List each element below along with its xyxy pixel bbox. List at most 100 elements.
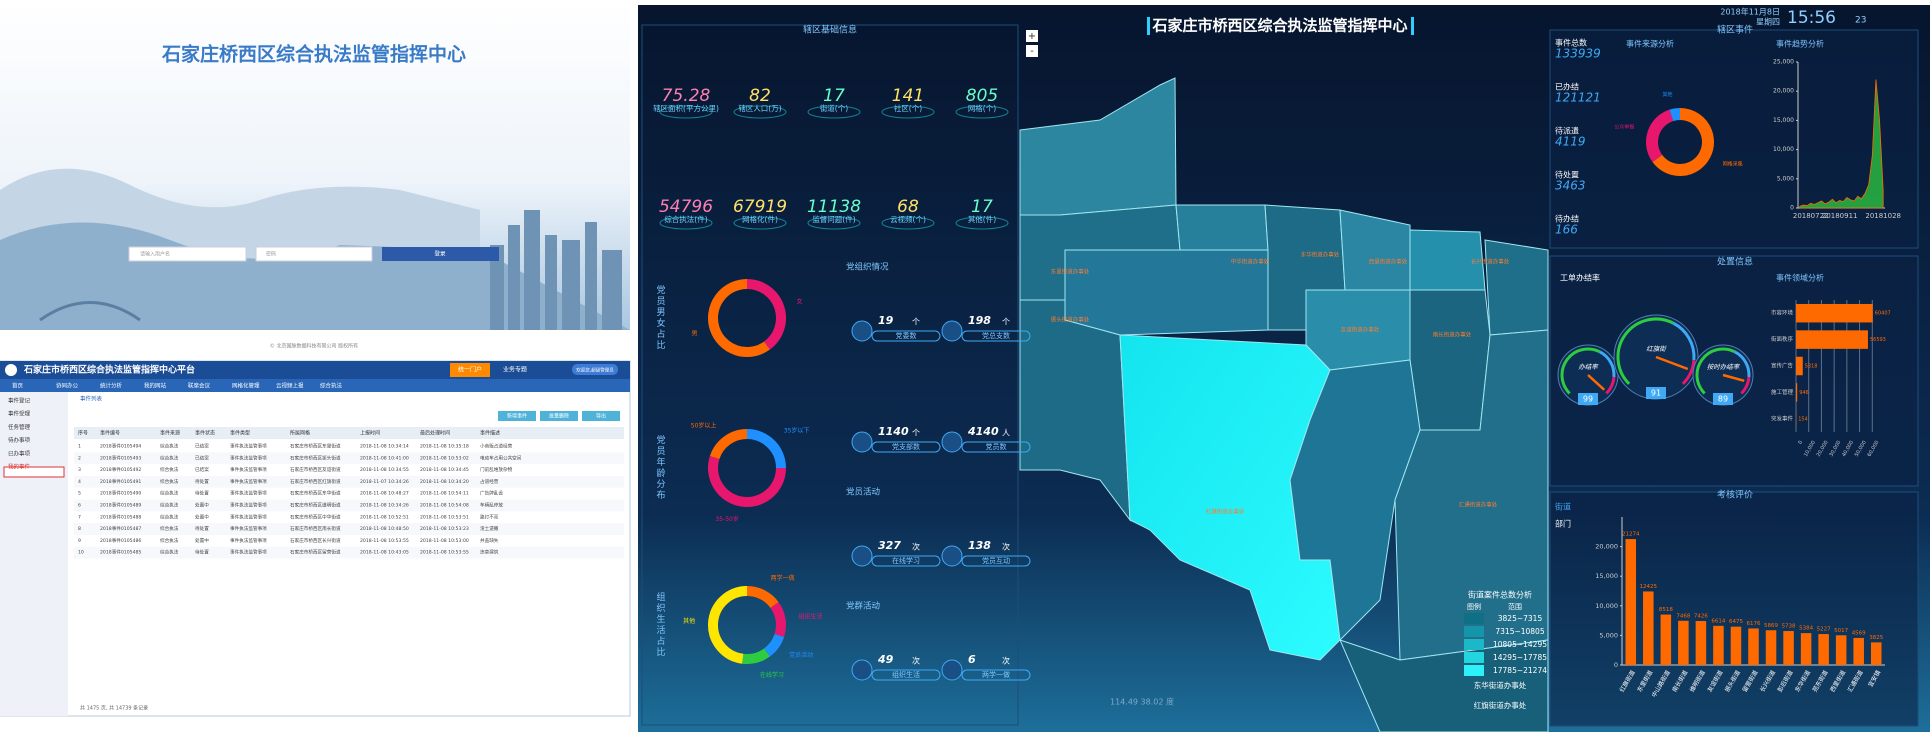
party-value: 4140	[967, 425, 999, 438]
party-label: 两学一做	[982, 670, 1010, 679]
gauge-value-box	[1578, 393, 1598, 405]
cell: 2018事件0105492	[100, 466, 141, 473]
legend-range: 7315~10805	[1495, 627, 1544, 636]
donut-segment	[708, 586, 748, 664]
cell: 9	[78, 538, 81, 544]
donut-segment	[746, 586, 779, 609]
stat-glow	[955, 216, 1009, 230]
map-label: 振头街道办事处	[1051, 316, 1090, 324]
column-header: 事件编号	[100, 430, 120, 437]
y-tick-label: 宣传广告	[1771, 362, 1794, 370]
bar	[1818, 634, 1829, 665]
map-label: 西里街道办事处	[1369, 258, 1408, 266]
title-accent	[1147, 17, 1150, 35]
gauge-arc	[1599, 350, 1616, 378]
cell: 事件执法监管事项	[230, 490, 267, 497]
donut-label: 其他	[683, 617, 695, 625]
x-tick-label: 20181028	[1865, 212, 1901, 220]
bar	[1870, 642, 1882, 665]
map-label: 汇通街道办事处	[1459, 501, 1498, 509]
cell: 4	[78, 479, 81, 485]
party-unit: 个	[912, 429, 920, 438]
bar-value: 6614	[1711, 618, 1725, 624]
tab[interactable]	[450, 363, 490, 377]
donut-label: 党员活动	[789, 651, 813, 659]
bar	[1730, 626, 1742, 665]
gauge-needle	[1655, 355, 1689, 371]
bar-value: 4569	[1852, 630, 1866, 636]
stat-glow	[659, 216, 713, 230]
button[interactable]	[498, 411, 536, 421]
sidebar-active	[3, 466, 65, 478]
zoom-label: -	[1030, 46, 1034, 57]
party-unit: 个	[912, 318, 920, 327]
y-tick-label: 10,000	[1595, 602, 1618, 610]
gauge-label: 红旗街	[1646, 345, 1667, 353]
stat-value: 805	[966, 86, 998, 106]
stat-label: 云视频(个)	[890, 214, 926, 224]
login-button[interactable]	[382, 247, 499, 261]
party-label: 党员互动	[982, 556, 1010, 565]
stat-value: 68	[897, 197, 919, 217]
chart-title: 事件来源分析	[1626, 39, 1674, 49]
cell: 已结案	[195, 454, 209, 461]
x-tick-label: 0	[1797, 440, 1804, 446]
gauge-arc	[1695, 347, 1736, 395]
stat-glow	[659, 105, 713, 119]
password-input[interactable]	[255, 246, 373, 262]
user-badge	[572, 364, 618, 375]
cell: 8	[78, 526, 81, 532]
donut-segment	[1669, 108, 1681, 122]
nav-item: 联席会议	[188, 382, 211, 390]
cell: 违章建筑	[480, 549, 499, 556]
nav-item: 首页	[12, 382, 24, 390]
bar	[1625, 539, 1637, 665]
panel	[1549, 491, 1919, 727]
party-label-box	[871, 441, 941, 453]
map	[1019, 77, 1549, 732]
map-highlight: 东华街道办事处	[1474, 680, 1527, 690]
cell: 综合执法	[160, 490, 179, 497]
zoom-out[interactable]	[1026, 45, 1038, 57]
donut-segment	[708, 279, 770, 357]
cell: 综合执法	[160, 502, 179, 509]
zoom-in[interactable]	[1026, 30, 1038, 42]
cell: 电动车占用公共空间	[480, 454, 522, 461]
cell: 2018-11-08 10:52:51	[360, 514, 409, 520]
stat-label: 辖区人口(万)	[738, 103, 781, 113]
chart-title: 事件趋势分析	[1776, 39, 1824, 49]
legend-swatch	[1464, 613, 1484, 624]
legend-swatch	[1464, 665, 1484, 676]
cell: 2018事件0105486	[100, 537, 141, 544]
bar	[1796, 383, 1798, 402]
bar	[1853, 637, 1864, 665]
tab-label: 部门	[1555, 519, 1571, 529]
column-header: 最后处理时间	[420, 430, 450, 437]
stat-value: 141	[892, 86, 924, 106]
party-icon	[851, 431, 873, 453]
bar	[1796, 303, 1873, 323]
username-input[interactable]	[128, 246, 247, 262]
party-icon	[851, 545, 873, 567]
skyline	[490, 210, 622, 330]
party-icon	[941, 659, 963, 681]
cell: 3	[78, 467, 81, 473]
sidebar-item: 已办事项	[8, 449, 31, 457]
footer: © 北京国脉数据科技有限公司 版权所有	[270, 343, 358, 350]
y-tick-label: 街面秩序	[1771, 335, 1794, 343]
donut-segment	[1652, 108, 1714, 176]
section-heading: 处置信息	[1717, 256, 1753, 268]
nav-item: 协同办公	[56, 382, 79, 390]
map-label: 中华街道办事处	[1231, 258, 1270, 266]
button[interactable]	[540, 411, 578, 421]
logo	[5, 364, 17, 376]
gauge-label: 办结率	[1578, 363, 1599, 371]
stat-label: 辖区面积(平方公里)	[653, 103, 719, 113]
bar-value: 7426	[1694, 614, 1708, 620]
cell: 综合执法	[160, 454, 179, 461]
button[interactable]	[582, 411, 620, 421]
button-label: 导出	[596, 413, 606, 420]
party-label: 在线学习	[892, 556, 920, 565]
title-accent	[1411, 17, 1414, 35]
section-heading: 辖区基础信息	[803, 24, 857, 36]
